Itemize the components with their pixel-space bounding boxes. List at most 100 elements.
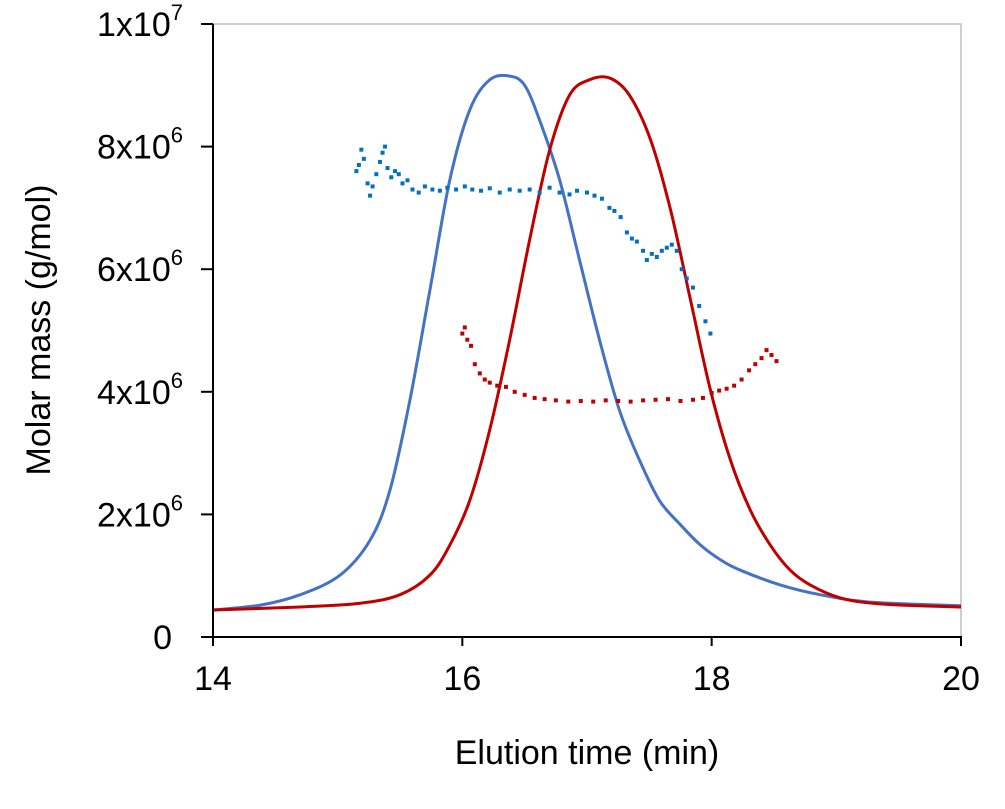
scatter-point (497, 190, 502, 195)
scatter-point (542, 397, 547, 402)
scatter-point (690, 285, 695, 290)
scatter-point (396, 172, 401, 177)
scatter-point (422, 184, 427, 189)
scatter-point (537, 190, 542, 195)
scatter-point (644, 258, 649, 263)
scatter-point (389, 175, 394, 180)
scatter-point (380, 150, 385, 155)
scatter-point (607, 205, 612, 210)
x-tick-label: 20 (942, 660, 980, 698)
scatter-point (747, 368, 752, 373)
y-tick-label: 1x107 (97, 0, 183, 44)
scatter-series-2 (354, 144, 713, 336)
scatter-point (641, 398, 646, 403)
scatter-point (361, 156, 366, 161)
scatter-point (479, 188, 484, 193)
scatter-point (517, 188, 522, 193)
scatter-point (393, 169, 398, 174)
scatter-point (445, 185, 450, 190)
y-tick-label: 8x106 (97, 123, 183, 167)
x-tick-label: 18 (693, 660, 731, 698)
scatter-point (359, 147, 364, 152)
scatter-point (591, 399, 596, 404)
scatter-point (368, 193, 373, 198)
y-tick-exponent: 6 (171, 368, 183, 393)
scatter-point (405, 178, 410, 183)
scatter-point (547, 185, 552, 190)
scatter-point (454, 187, 459, 192)
scatter-point (374, 172, 379, 177)
y-tick-exponent: 6 (171, 490, 183, 515)
scatter-point (684, 276, 689, 281)
scatter-point (578, 398, 583, 403)
scatter-point (709, 391, 714, 396)
scatter-point (460, 331, 465, 336)
scatter-point (666, 397, 671, 402)
scatter-point (649, 251, 654, 256)
series-layer (212, 73, 962, 612)
scatter-point (629, 236, 634, 241)
scatter-point (430, 187, 435, 192)
scatter-point (641, 248, 646, 253)
scatter-point (512, 389, 517, 394)
y-tick-exponent: 7 (171, 0, 183, 25)
y-tick-mantissa: 4x10 (97, 374, 171, 412)
y-tick-exponent: 6 (171, 123, 183, 148)
scatter-point (522, 392, 527, 397)
scatter-point (592, 193, 597, 198)
scatter-point (679, 267, 684, 272)
scatter-point (616, 398, 621, 403)
x-axis-title: Elution time (min) (455, 734, 720, 772)
scatter-point (708, 331, 713, 336)
y-tick-label: 2x106 (97, 490, 183, 534)
series-line-0 (212, 73, 962, 612)
scatter-point (567, 192, 572, 197)
y-tick-exponent: 6 (171, 245, 183, 270)
scatter-point (724, 386, 729, 391)
y-tick-mantissa: 1x10 (97, 6, 171, 44)
scatter-point (753, 362, 758, 367)
scatter-point (527, 187, 532, 192)
scatter-point (370, 184, 375, 189)
scatter-point (503, 384, 508, 389)
scatter-point (653, 397, 658, 402)
scatter-point (585, 190, 589, 195)
scatter-point (507, 187, 512, 192)
scatter-point (487, 380, 492, 385)
scatter-point (465, 337, 470, 342)
y-axis-title: Molar mass (g/mol) (20, 185, 58, 476)
scatter-point (612, 208, 617, 213)
scatter-point (416, 190, 421, 195)
scatter-point (697, 303, 702, 308)
y-tick-label: 6x106 (97, 245, 183, 289)
scatter-point (703, 319, 708, 324)
x-tick-label: 14 (194, 660, 232, 698)
scatter-point (603, 398, 608, 403)
scatter-point (664, 245, 669, 250)
scatter-point (659, 248, 664, 253)
scatter-point (764, 348, 769, 353)
scatter-point (700, 395, 705, 400)
scatter-point (674, 248, 679, 253)
scatter-point (717, 388, 722, 393)
scatter-point (669, 242, 674, 247)
scatter-point (678, 398, 683, 403)
plot-frame (212, 23, 962, 638)
scatter-point (482, 377, 487, 382)
scatter-point (365, 181, 370, 186)
scatter-point (462, 325, 467, 330)
scatter-point (400, 181, 405, 186)
scatter-point (410, 187, 415, 192)
scatter-point (739, 377, 744, 382)
scatter-point (628, 399, 633, 404)
scatter-point (437, 188, 442, 193)
scatter-point (575, 188, 580, 193)
scatter-point (624, 230, 629, 235)
scatter-point (469, 343, 474, 348)
scatter-point (462, 184, 467, 189)
scatter-point (495, 383, 500, 388)
scatter-point (383, 144, 388, 149)
scatter-point (356, 162, 361, 167)
